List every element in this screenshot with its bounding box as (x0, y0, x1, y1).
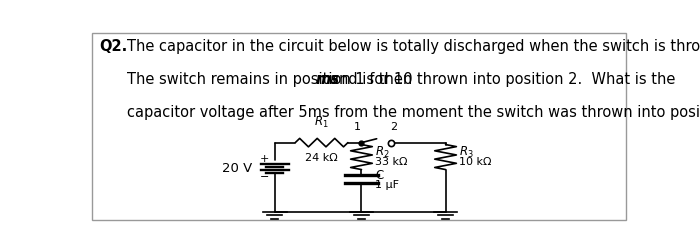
Text: $R_1$: $R_1$ (314, 115, 329, 130)
Text: 20 V: 20 V (222, 162, 252, 175)
Text: −: − (260, 172, 270, 182)
Text: 10 kΩ: 10 kΩ (459, 157, 491, 167)
Text: and is then thrown into position 2.  What is the: and is then thrown into position 2. What… (330, 72, 676, 87)
Text: capacitor voltage after 5ms from the moment the switch was thrown into position : capacitor voltage after 5ms from the mom… (127, 105, 700, 120)
Text: Q2.: Q2. (99, 39, 127, 54)
Text: ms: ms (316, 72, 340, 87)
FancyBboxPatch shape (92, 33, 626, 220)
Text: 33 kΩ: 33 kΩ (375, 157, 407, 167)
Text: 1: 1 (354, 122, 360, 132)
Text: 1 μF: 1 μF (375, 180, 399, 190)
Text: $R_3$: $R_3$ (459, 145, 474, 160)
Text: C: C (375, 170, 384, 182)
Text: +: + (260, 154, 270, 164)
Text: 2: 2 (390, 122, 397, 132)
Text: $R_2$: $R_2$ (375, 145, 390, 160)
Text: The capacitor in the circuit below is totally discharged when the switch is thro: The capacitor in the circuit below is to… (127, 39, 700, 54)
Text: 24 kΩ: 24 kΩ (305, 153, 338, 163)
Text: The switch remains in position 1 for 10: The switch remains in position 1 for 10 (127, 72, 417, 87)
